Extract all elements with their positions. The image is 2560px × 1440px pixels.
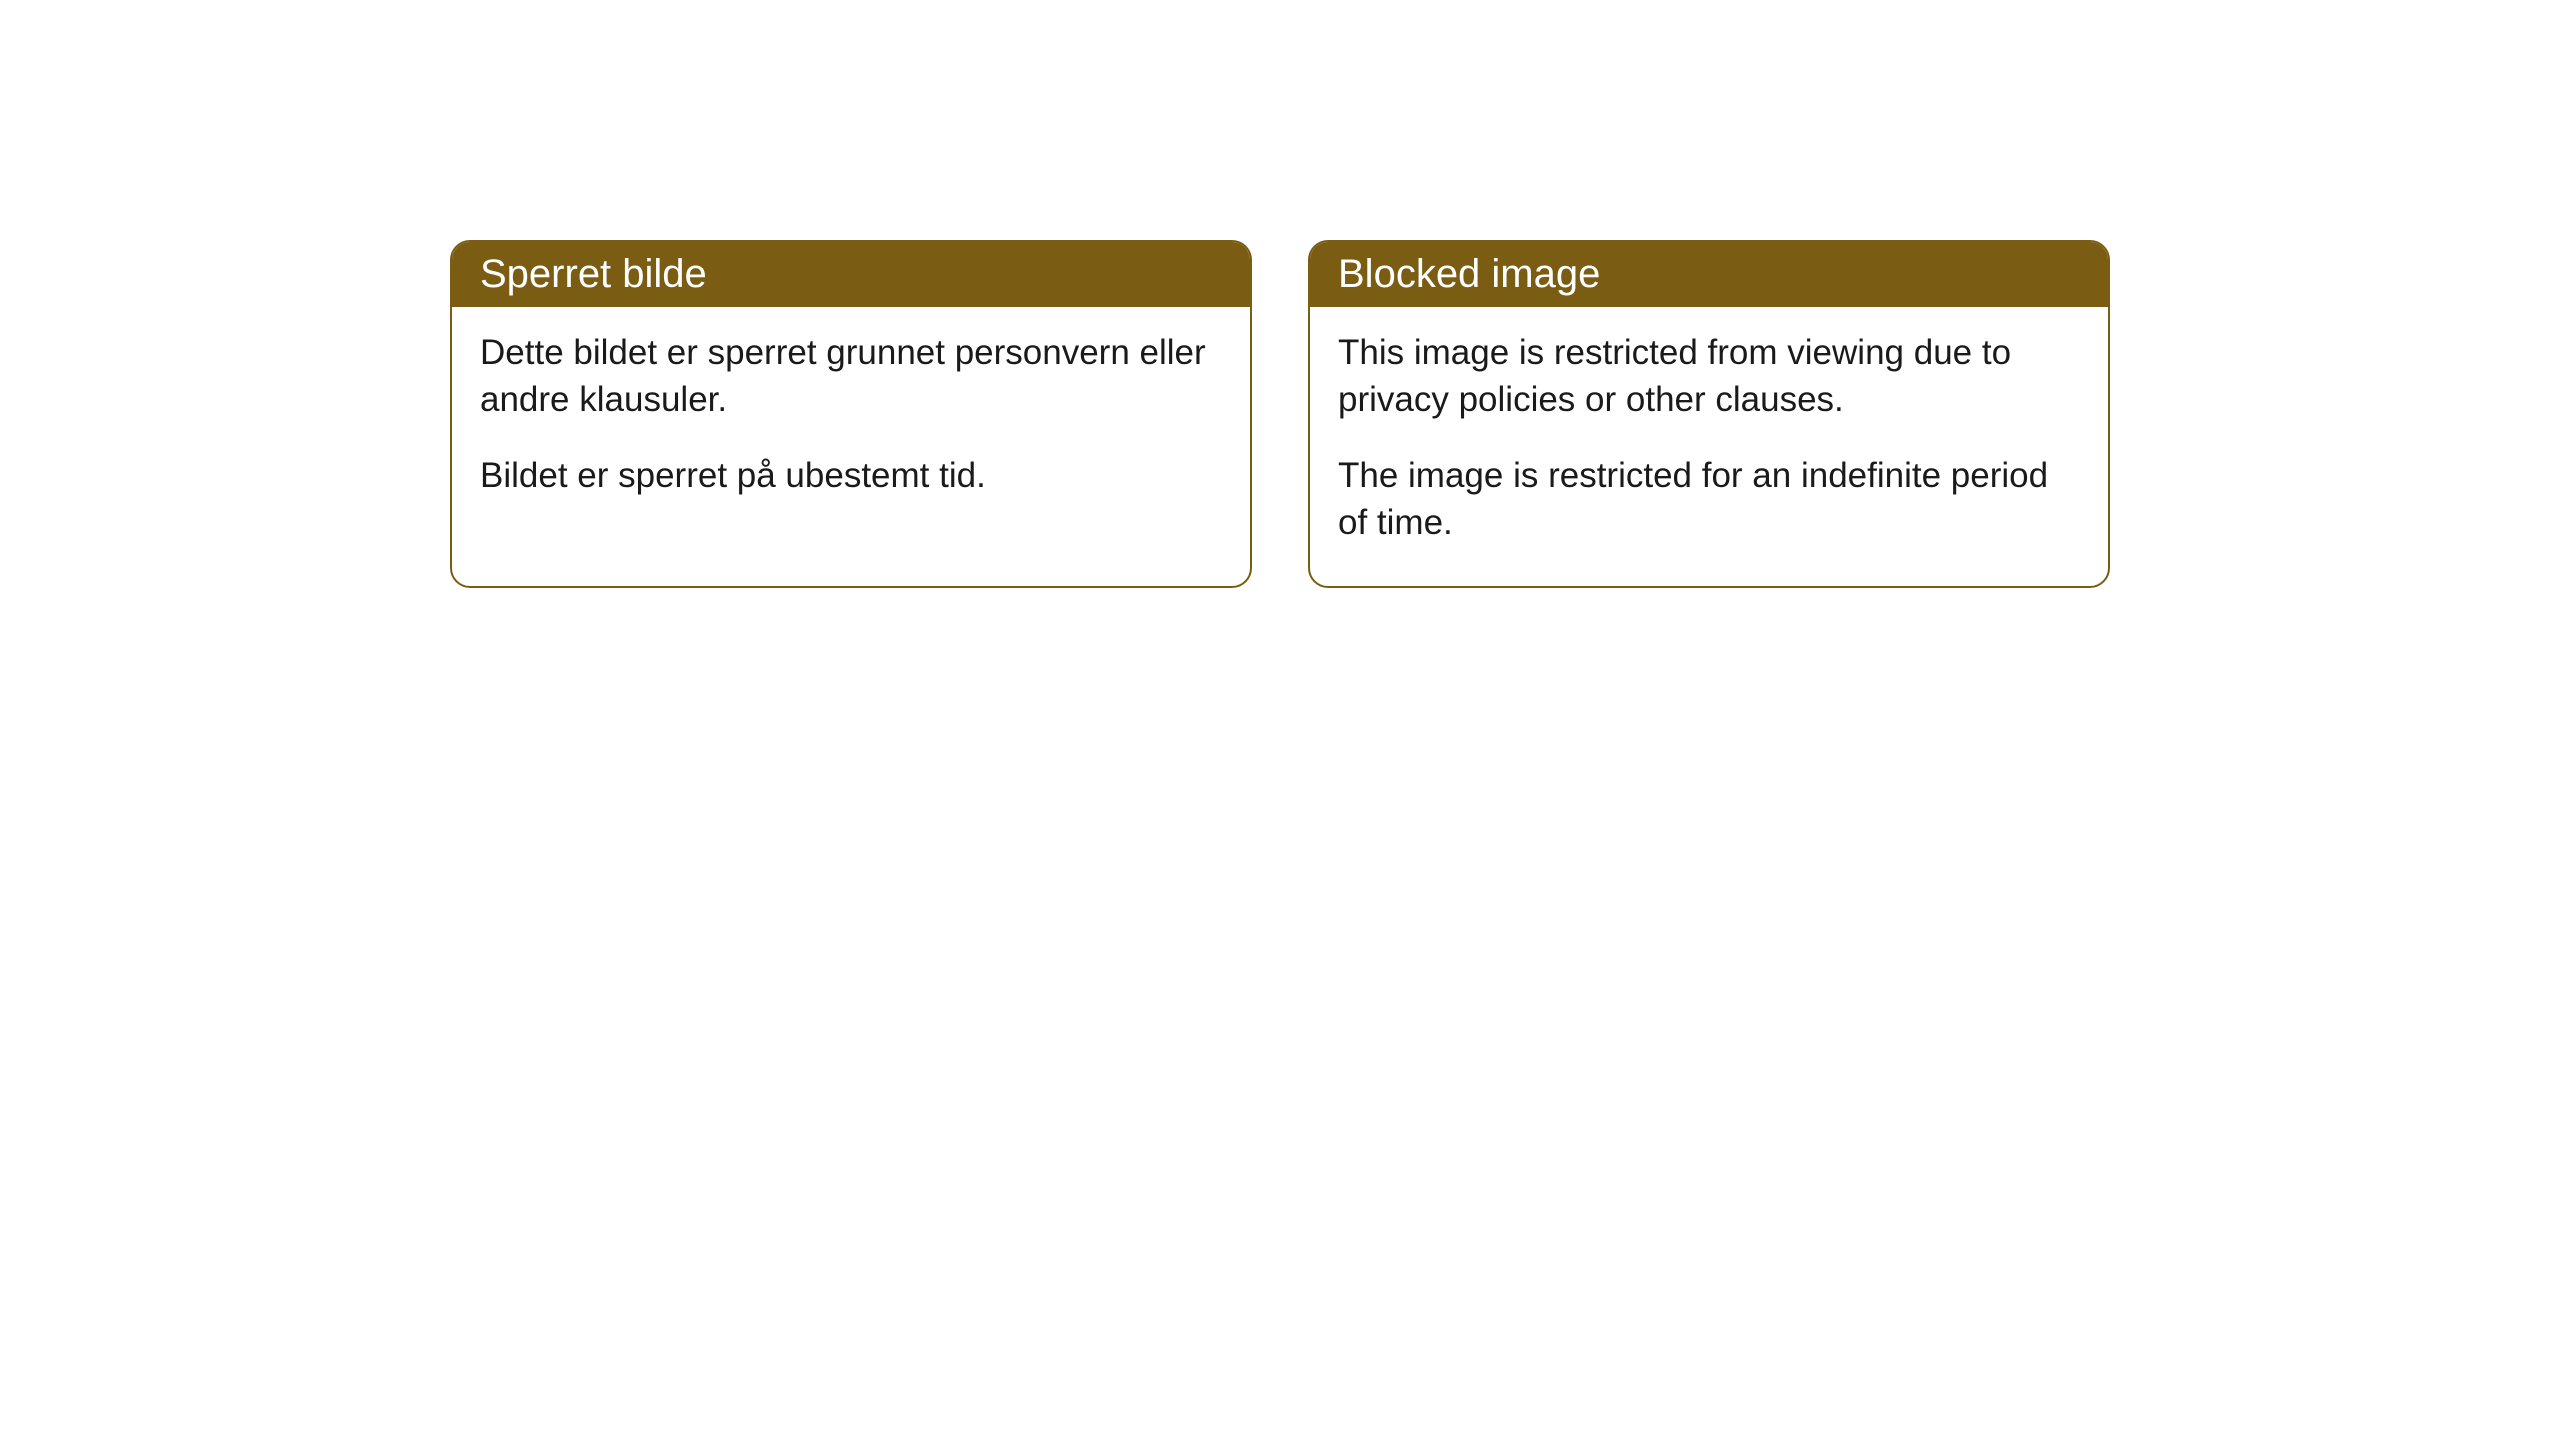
card-paragraph: This image is restricted from viewing du… [1338,329,2080,424]
card-paragraph: Dette bildet er sperret grunnet personve… [480,329,1222,424]
card-title: Sperret bilde [480,252,707,296]
notice-cards-container: Sperret bilde Dette bildet er sperret gr… [450,240,2560,588]
card-body-norwegian: Dette bildet er sperret grunnet personve… [452,307,1250,539]
card-header-english: Blocked image [1310,242,2108,307]
notice-card-norwegian: Sperret bilde Dette bildet er sperret gr… [450,240,1252,588]
card-header-norwegian: Sperret bilde [452,242,1250,307]
card-paragraph: The image is restricted for an indefinit… [1338,452,2080,547]
card-body-english: This image is restricted from viewing du… [1310,307,2108,586]
notice-card-english: Blocked image This image is restricted f… [1308,240,2110,588]
card-title: Blocked image [1338,252,1600,296]
card-paragraph: Bildet er sperret på ubestemt tid. [480,452,1222,499]
